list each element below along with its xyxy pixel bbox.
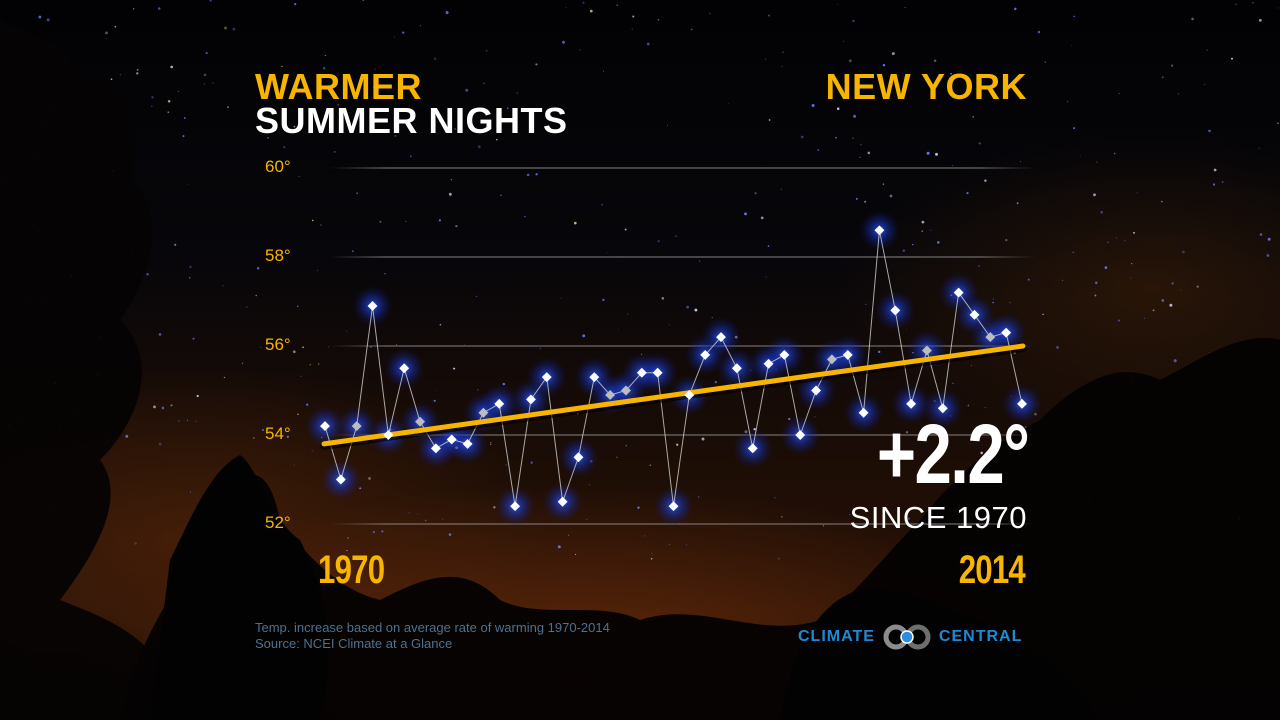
data-point-2000	[795, 430, 806, 440]
data-point-1976	[415, 416, 425, 427]
data-point-1992	[668, 501, 679, 512]
data-point-1977	[430, 443, 441, 454]
data-point-2011	[969, 309, 980, 320]
data-point-1979	[462, 438, 473, 449]
data-point-1980	[478, 407, 489, 418]
data-point-1974	[383, 430, 394, 440]
data-point-2006	[890, 305, 901, 316]
data-point-2013	[1001, 327, 1012, 338]
logo-text-right: CENTRAL	[938, 628, 1023, 645]
footnote-method: Temp. increase based on average rate of …	[255, 620, 610, 635]
data-point-2009	[937, 403, 948, 414]
data-point-1970	[320, 421, 330, 432]
data-point-1972	[351, 421, 362, 432]
y-tick-52: 52°	[265, 513, 291, 532]
title-warmer: WARMER	[255, 66, 422, 107]
data-point-1991	[652, 367, 663, 378]
data-point-1985	[557, 496, 568, 507]
data-point-2002	[826, 354, 837, 365]
data-point-2008	[922, 345, 932, 356]
y-tick-56: 56°	[265, 335, 291, 354]
data-point-1971	[335, 474, 346, 485]
footnote-source: Source: NCEI Climate at a Glance	[255, 636, 453, 651]
temperature-change-value: +2.2°	[876, 407, 1029, 501]
climate-central-logo: CLIMATE CENTRAL	[798, 624, 1022, 650]
data-point-1990	[636, 367, 647, 378]
data-point-2010	[953, 287, 964, 298]
data-point-1983	[525, 394, 536, 405]
data-point-1987	[589, 372, 600, 383]
data-point-1984	[541, 372, 552, 383]
data-point-1986	[573, 452, 584, 463]
data-point-1998	[763, 358, 774, 369]
end-year-label: 2014	[958, 548, 1026, 592]
data-point-1978	[446, 434, 457, 445]
title-summer-nights: SUMMER NIGHTS	[255, 100, 568, 141]
data-points	[320, 225, 1027, 512]
data-point-1997	[747, 443, 758, 454]
data-point-1988	[605, 390, 616, 400]
data-point-2003	[842, 349, 853, 360]
data-point-1975	[399, 363, 410, 374]
data-point-2014	[1017, 398, 1027, 409]
data-point-1999	[779, 349, 790, 360]
data-point-1982	[510, 501, 521, 512]
logo-text-left: CLIMATE	[798, 628, 875, 645]
data-point-1995	[716, 332, 726, 343]
data-point-1996	[731, 363, 742, 374]
y-tick-58: 58°	[265, 246, 291, 265]
data-point-2012	[985, 332, 996, 343]
footnote: Temp. increase based on average rate of …	[255, 620, 610, 652]
location-label: NEW YORK	[825, 66, 1027, 107]
data-point-2007	[906, 398, 917, 409]
data-point-2001	[811, 385, 822, 396]
data-point-1989	[621, 385, 631, 396]
data-point-2005	[874, 225, 885, 236]
data-point-2004	[858, 407, 869, 418]
data-point-1981	[494, 398, 505, 409]
data-point-1973	[367, 301, 378, 311]
gridline-54	[330, 434, 1035, 436]
data-point-1993	[684, 390, 695, 400]
gridline-60	[330, 167, 1035, 169]
y-tick-60: 60°	[265, 157, 291, 176]
start-year-label: 1970	[318, 548, 385, 592]
logo-rings-icon	[883, 624, 931, 650]
trend-line	[321, 343, 1026, 447]
data-point-1994	[700, 349, 711, 360]
gridline-56	[330, 345, 1035, 347]
y-tick-54: 54°	[265, 424, 291, 443]
since-label: SINCE 1970	[849, 500, 1027, 535]
gridline-58	[330, 256, 1035, 258]
